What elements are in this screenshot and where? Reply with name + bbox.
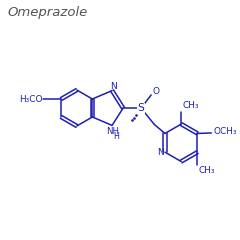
- Text: O: O: [152, 87, 159, 96]
- Text: OCH₃: OCH₃: [214, 126, 237, 136]
- Text: H: H: [113, 132, 119, 141]
- Text: Omeprazole: Omeprazole: [7, 6, 87, 19]
- Text: S: S: [138, 103, 144, 113]
- Text: CH₃: CH₃: [182, 101, 198, 110]
- Text: NH: NH: [107, 127, 120, 136]
- Text: N: N: [110, 82, 116, 91]
- Text: N: N: [157, 148, 164, 157]
- Text: H₃CO: H₃CO: [19, 95, 42, 103]
- Text: CH₃: CH₃: [198, 166, 215, 175]
